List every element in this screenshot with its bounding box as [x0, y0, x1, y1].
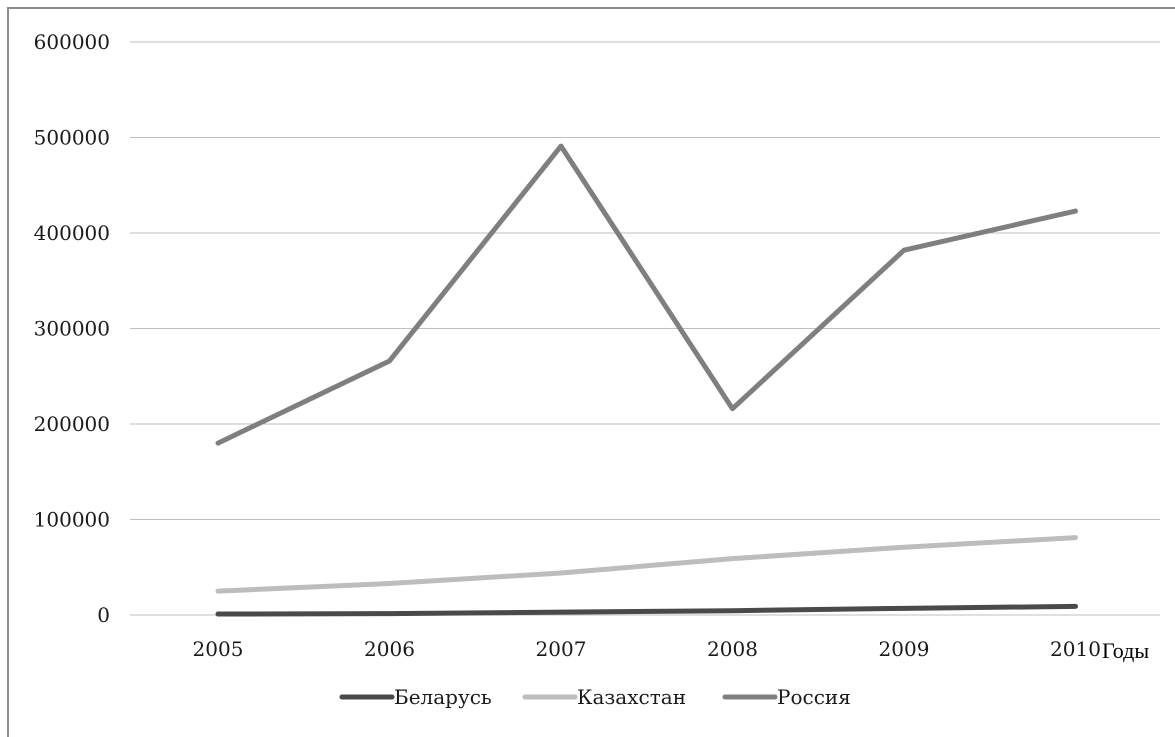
y-tick-label: 500000 [34, 126, 110, 150]
series-lines [215, 143, 1078, 617]
y-tick-label: 100000 [34, 508, 110, 532]
x-axis-tick-labels: 2005 2006 2007 2008 2009 2010 [193, 637, 1101, 661]
legend: Беларусь Казахстан Россия [339, 685, 851, 709]
gridlines [130, 41, 1160, 616]
x-tick-label: 2008 [707, 637, 758, 661]
y-tick-label: 200000 [34, 412, 110, 436]
y-tick-label: 0 [97, 603, 110, 627]
y-tick-label: 400000 [34, 221, 110, 245]
x-tick-label: 2010 [1050, 637, 1101, 661]
legend-label: Россия [777, 685, 851, 709]
y-axis-tick-labels: 0 100000 200000 300000 400000 500000 600000 [34, 30, 110, 627]
series-line [215, 143, 1078, 446]
series-line [215, 603, 1078, 617]
y-tick-label: 300000 [34, 317, 110, 341]
x-tick-label: 2005 [193, 637, 244, 661]
y-tick-label: 600000 [34, 30, 110, 54]
legend-label: Беларусь [394, 685, 492, 709]
x-tick-label: 2009 [879, 637, 930, 661]
x-tick-label: 2007 [536, 637, 587, 661]
series-line [215, 535, 1078, 594]
x-tick-label: 2006 [364, 637, 415, 661]
legend-label: Казахстан [577, 685, 686, 709]
chart-frame [7, 7, 1175, 737]
x-axis-label: Годы [1102, 638, 1149, 663]
